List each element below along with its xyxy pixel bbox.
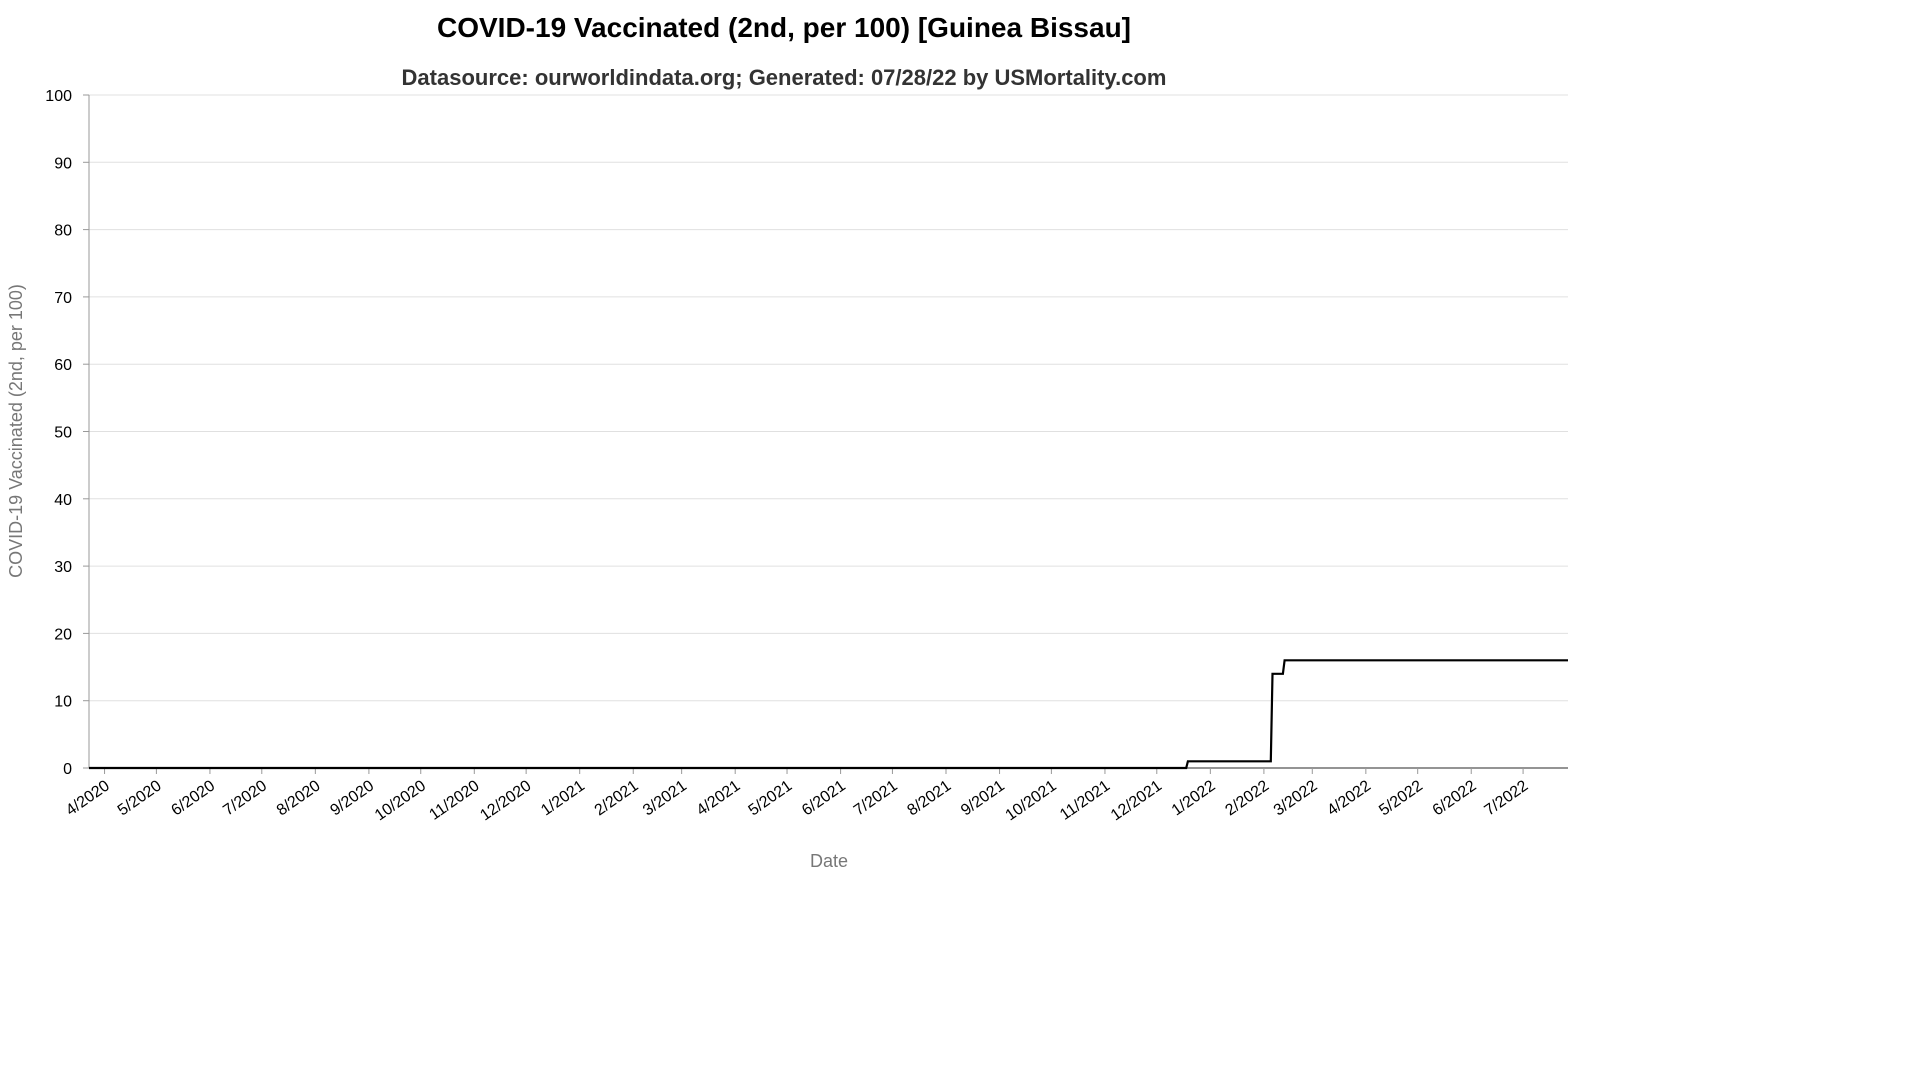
x-tick-label: 6/2021 bbox=[799, 777, 849, 819]
x-tick-label: 3/2022 bbox=[1271, 777, 1321, 819]
x-tick-label: 5/2021 bbox=[745, 777, 795, 819]
axes-layer: 0 10 20 30 40 50 60 70 80 90 100 4/2020 5/2020 6/2020… bbox=[45, 88, 1568, 824]
y-tick-label: 0 bbox=[63, 761, 72, 778]
x-tick-label: 10/2020 bbox=[372, 777, 429, 824]
x-axis-title: Date bbox=[810, 851, 848, 871]
y-tick-label: 70 bbox=[54, 290, 72, 307]
chart-canvas: 0 10 20 30 40 50 60 70 80 90 100 4/2020 5/2020 6/2020… bbox=[6, 88, 1568, 871]
x-tick-label: 11/2021 bbox=[1057, 777, 1113, 823]
x-tick-label: 4/2021 bbox=[694, 777, 744, 819]
x-tick-label: 9/2021 bbox=[958, 777, 1008, 819]
x-tick-label: 1/2022 bbox=[1169, 777, 1219, 819]
x-tick-label: 5/2022 bbox=[1376, 777, 1426, 819]
x-tick-label: 12/2020 bbox=[477, 777, 534, 824]
y-tick-label: 30 bbox=[54, 559, 72, 576]
x-tick-label: 11/2020 bbox=[426, 777, 482, 823]
y-tick-label: 60 bbox=[54, 357, 72, 374]
y-tick-label: 40 bbox=[54, 492, 72, 509]
series-line bbox=[89, 659, 1568, 770]
x-tick-label: 6/2022 bbox=[1430, 777, 1480, 819]
x-tick-label: 7/2021 bbox=[851, 777, 901, 819]
x-tick-label: 7/2020 bbox=[220, 777, 270, 819]
y-tick-label: 50 bbox=[54, 425, 72, 442]
y-tick-label: 100 bbox=[45, 88, 72, 105]
y-axis-title: COVID-19 Vaccinated (2nd, per 100) bbox=[6, 284, 26, 578]
x-tick-label: 4/2022 bbox=[1324, 777, 1374, 819]
x-tick-label: 5/2020 bbox=[115, 777, 165, 819]
y-tick-label: 90 bbox=[54, 155, 72, 172]
x-tick-label: 9/2020 bbox=[327, 777, 377, 819]
y-tick-label: 80 bbox=[54, 223, 72, 240]
x-tick-label: 4/2020 bbox=[63, 777, 113, 819]
chart-subtitle: Datasource: ourworldindata.org; Generate… bbox=[401, 65, 1167, 90]
y-tick-label: 10 bbox=[54, 694, 72, 711]
chart-title: COVID-19 Vaccinated (2nd, per 100) [Guin… bbox=[437, 12, 1131, 43]
x-tick-label: 2/2022 bbox=[1222, 777, 1272, 819]
x-tick-label: 10/2021 bbox=[1003, 777, 1060, 824]
grid-layer bbox=[89, 94, 1568, 702]
x-tick-label: 7/2022 bbox=[1482, 777, 1532, 819]
x-tick-label: 12/2021 bbox=[1108, 777, 1165, 824]
x-tick-label: 6/2020 bbox=[168, 777, 218, 819]
x-tick-label: 2/2021 bbox=[592, 777, 642, 819]
x-tick-label: 8/2020 bbox=[274, 777, 324, 819]
x-tick-label: 1/2021 bbox=[538, 777, 588, 819]
y-tick-label: 20 bbox=[54, 626, 72, 643]
x-tick-label: 8/2021 bbox=[904, 777, 954, 819]
series-layer bbox=[89, 659, 1568, 770]
x-tick-label: 3/2021 bbox=[640, 777, 690, 819]
